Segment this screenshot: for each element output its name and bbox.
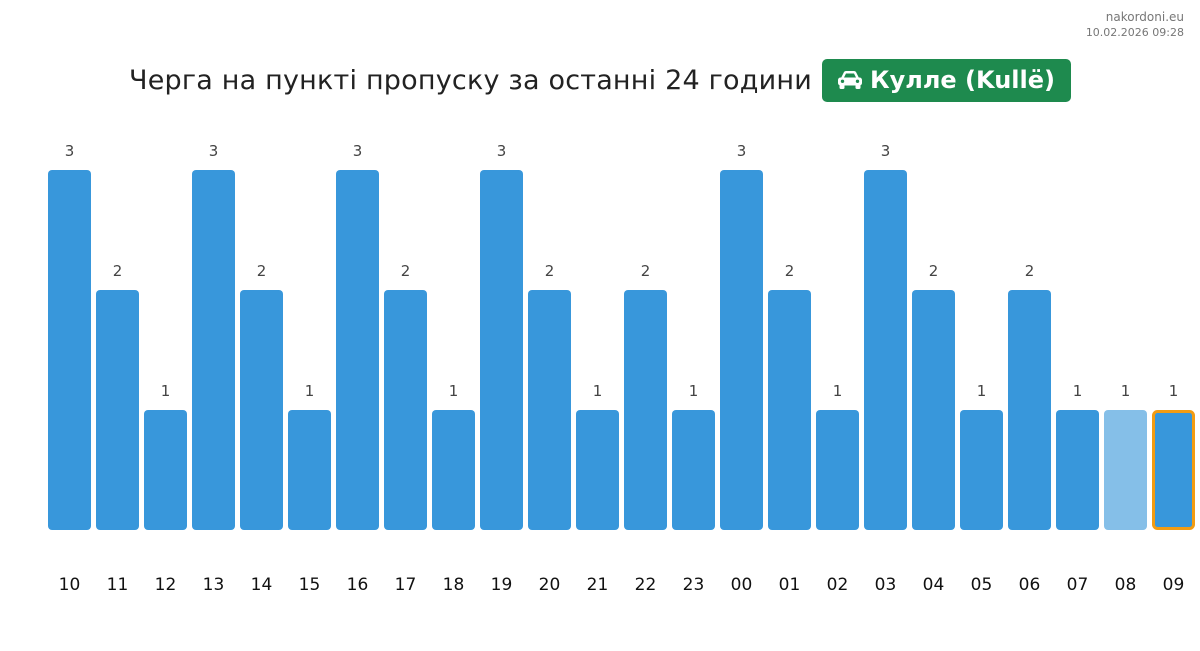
x-tick-label-06: 06 — [1019, 575, 1041, 595]
bar-21 — [576, 410, 619, 530]
x-tick-label-02: 02 — [827, 575, 849, 595]
value-label-09: 1 — [1169, 382, 1179, 400]
bar-08 — [1104, 410, 1147, 530]
x-tick-label-18: 18 — [443, 575, 465, 595]
value-label-10: 3 — [65, 142, 75, 160]
x-tick-label-00: 00 — [731, 575, 753, 595]
bar-04 — [912, 290, 955, 530]
bar-15 — [288, 410, 331, 530]
x-tick-label-23: 23 — [683, 575, 705, 595]
x-tick-label-07: 07 — [1067, 575, 1089, 595]
bar-11 — [96, 290, 139, 530]
value-label-16: 3 — [353, 142, 363, 160]
value-label-00: 3 — [737, 142, 747, 160]
x-tick-label-03: 03 — [875, 575, 897, 595]
bar-06 — [1008, 290, 1051, 530]
value-label-05: 1 — [977, 382, 987, 400]
x-tick-label-12: 12 — [155, 575, 177, 595]
value-label-03: 3 — [881, 142, 891, 160]
value-label-07: 1 — [1073, 382, 1083, 400]
value-label-04: 2 — [929, 262, 939, 280]
value-label-12: 1 — [161, 382, 171, 400]
bar-16 — [336, 170, 379, 530]
value-label-01: 2 — [785, 262, 795, 280]
bar-10 — [48, 170, 91, 530]
bar-01 — [768, 290, 811, 530]
source-site: nakordoni.eu — [1105, 10, 1184, 24]
value-label-15: 1 — [305, 382, 315, 400]
checkpoint-badge: Кулле (Kullë) — [822, 58, 1071, 102]
value-label-08: 1 — [1121, 382, 1131, 400]
bar-00 — [720, 170, 763, 530]
value-label-06: 2 — [1025, 262, 1035, 280]
value-label-19: 3 — [497, 142, 507, 160]
x-tick-label-19: 19 — [491, 575, 513, 595]
bar-12 — [144, 410, 187, 530]
bar-18 — [432, 410, 475, 530]
bar-22 — [624, 290, 667, 530]
value-label-18: 1 — [449, 382, 459, 400]
value-label-21: 1 — [593, 382, 603, 400]
checkpoint-name: Кулле (Kullë) — [870, 66, 1055, 94]
bar-07 — [1056, 410, 1099, 530]
source-credit: nakordoni.eu 10.02.2026 09:28 — [1086, 10, 1184, 40]
value-label-17: 2 — [401, 262, 411, 280]
x-tick-label-01: 01 — [779, 575, 801, 595]
value-label-14: 2 — [257, 262, 267, 280]
bar-23 — [672, 410, 715, 530]
x-tick-label-09: 09 — [1163, 575, 1185, 595]
car-icon — [838, 71, 862, 89]
source-timestamp: 10.02.2026 09:28 — [1085, 26, 1184, 39]
x-tick-label-17: 17 — [395, 575, 417, 595]
value-label-22: 2 — [641, 262, 651, 280]
x-tick-label-20: 20 — [539, 575, 561, 595]
value-label-11: 2 — [113, 262, 123, 280]
chart-header: Черга на пункті пропуску за останні 24 г… — [0, 58, 1200, 102]
bar-05 — [960, 410, 1003, 530]
x-tick-label-10: 10 — [59, 575, 81, 595]
bar-17 — [384, 290, 427, 530]
x-tick-label-22: 22 — [635, 575, 657, 595]
x-tick-label-21: 21 — [587, 575, 609, 595]
bar-14 — [240, 290, 283, 530]
x-tick-label-13: 13 — [203, 575, 225, 595]
bar-19 — [480, 170, 523, 530]
bar-13 — [192, 170, 235, 530]
x-tick-label-05: 05 — [971, 575, 993, 595]
value-label-02: 1 — [833, 382, 843, 400]
bar-20 — [528, 290, 571, 530]
value-label-23: 1 — [689, 382, 699, 400]
x-tick-label-04: 04 — [923, 575, 945, 595]
chart-title: Черга на пункті пропуску за останні 24 г… — [129, 64, 812, 96]
bar-02 — [816, 410, 859, 530]
x-tick-label-11: 11 — [107, 575, 129, 595]
value-label-13: 3 — [209, 142, 219, 160]
x-tick-label-16: 16 — [347, 575, 369, 595]
bar-09 — [1152, 410, 1195, 530]
x-tick-label-08: 08 — [1115, 575, 1137, 595]
bar-03 — [864, 170, 907, 530]
value-label-20: 2 — [545, 262, 555, 280]
x-tick-label-15: 15 — [299, 575, 321, 595]
x-tick-label-14: 14 — [251, 575, 273, 595]
